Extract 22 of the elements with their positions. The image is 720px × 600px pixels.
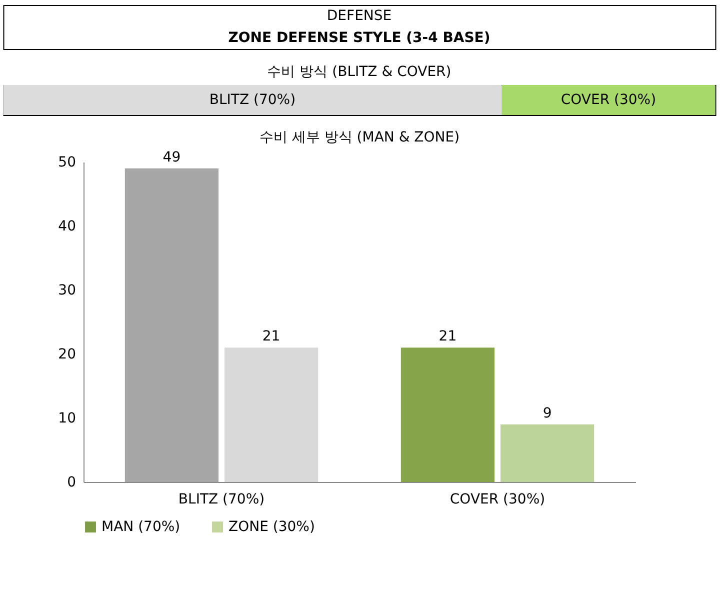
chart-title: 수비 방식 (BLITZ & COVER) (267, 64, 452, 80)
legend-label: MAN (70%) (102, 519, 180, 535)
y-tick-label: 20 (58, 346, 76, 362)
bar (400, 348, 495, 482)
data-label: 21 (262, 328, 280, 345)
data-label: COVER (30%) (560, 92, 656, 108)
text: ZONE DEFENSE STYLE (3-4 BASE) (228, 30, 490, 46)
data-label: 21 (438, 328, 457, 345)
bar (224, 348, 318, 482)
bar (124, 168, 219, 482)
bar (500, 424, 594, 482)
data-label: 9 (542, 405, 552, 422)
data-label: BLITZ (70%) (209, 92, 296, 108)
y-tick-label: 50 (58, 154, 76, 170)
y-tick-label: 30 (58, 282, 76, 298)
data-label: 49 (162, 149, 181, 166)
chart-title: 수비 세부 방식 (MAN & ZONE) (259, 129, 460, 146)
legend-label: ZONE (30%) (228, 519, 315, 535)
y-tick-label: 10 (58, 410, 76, 426)
text: DEFENSE (326, 8, 392, 24)
y-tick-label: 40 (58, 218, 76, 234)
y-tick-label: 0 (67, 474, 76, 490)
